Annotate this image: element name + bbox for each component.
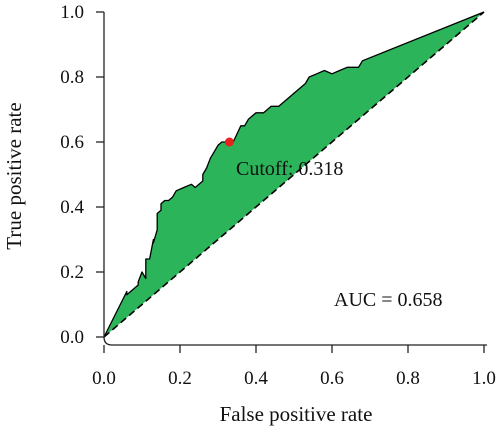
y-tick-label: 0.2 xyxy=(60,262,84,283)
x-tick-label: 0.8 xyxy=(396,368,420,389)
y-tick-label: 0.4 xyxy=(60,197,84,218)
x-tick-label: 0.0 xyxy=(92,368,116,389)
y-tick-label: 0.6 xyxy=(60,132,84,153)
y-axis-label: True positive rate xyxy=(2,102,26,249)
cutoff-point xyxy=(224,137,234,147)
x-axis-ticks: 0.0 0.2 0.4 0.6 0.8 1.0 xyxy=(92,345,496,389)
chance-diagonal-line xyxy=(103,11,485,338)
x-tick-label: 0.4 xyxy=(244,368,268,389)
y-tick-label: 1.0 xyxy=(60,2,84,23)
y-tick-label: 0.8 xyxy=(60,67,84,88)
curve-lines-layer xyxy=(103,11,485,338)
y-tick-label: 0.0 xyxy=(60,327,84,348)
x-axis-label: False positive rate xyxy=(220,402,373,426)
auc-label: AUC = 0.658 xyxy=(334,289,443,311)
plot-frame xyxy=(103,12,487,346)
roc-curve-line xyxy=(103,11,485,338)
x-tick-label: 1.0 xyxy=(472,368,496,389)
cutoff-point-layer xyxy=(224,137,234,147)
cutoff-label: Cutoff: 0.318 xyxy=(236,158,343,180)
x-tick-label: 0.2 xyxy=(168,368,192,389)
y-axis-ticks: 0.0 0.2 0.4 0.6 0.8 1.0 xyxy=(60,2,104,348)
x-tick-label: 0.6 xyxy=(320,368,344,389)
